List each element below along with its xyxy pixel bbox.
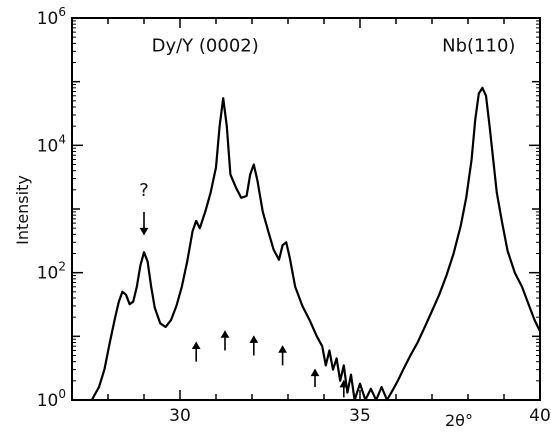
- annotation-label: Nb(110): [442, 35, 515, 56]
- peak-arrows: [139, 211, 349, 398]
- peak-arrow: [139, 211, 149, 236]
- peak-arrow: [310, 368, 320, 388]
- peak-arrow: [191, 341, 201, 362]
- annotation-label: ?: [139, 180, 149, 201]
- series-line: [90, 86, 541, 402]
- plot-frame: [71, 17, 541, 401]
- annotation-label: Dy/Y (0002): [152, 35, 259, 56]
- peak-arrow: [278, 345, 287, 366]
- y-axis-ticks: 100 102 104 106: [37, 5, 540, 411]
- y-tick-label: 100: [37, 387, 66, 411]
- annotations: Dy/Y (0002) Nb(110)?: [139, 35, 515, 201]
- peak-arrow: [339, 379, 349, 398]
- x-axis-ticks: 30 35 40: [71, 18, 551, 426]
- x-axis-label: 2θ°: [445, 411, 473, 430]
- peak-arrow: [220, 330, 230, 351]
- x-tick-label: 40: [529, 406, 551, 426]
- y-tick-label: 102: [37, 260, 66, 284]
- y-axis-label: Intensity: [13, 175, 32, 245]
- x-tick-label: 35: [349, 406, 371, 426]
- x-tick-label: 30: [169, 406, 191, 426]
- y-tick-label: 104: [37, 132, 66, 156]
- y-tick-label: 106: [37, 5, 66, 29]
- peak-arrow: [249, 335, 259, 356]
